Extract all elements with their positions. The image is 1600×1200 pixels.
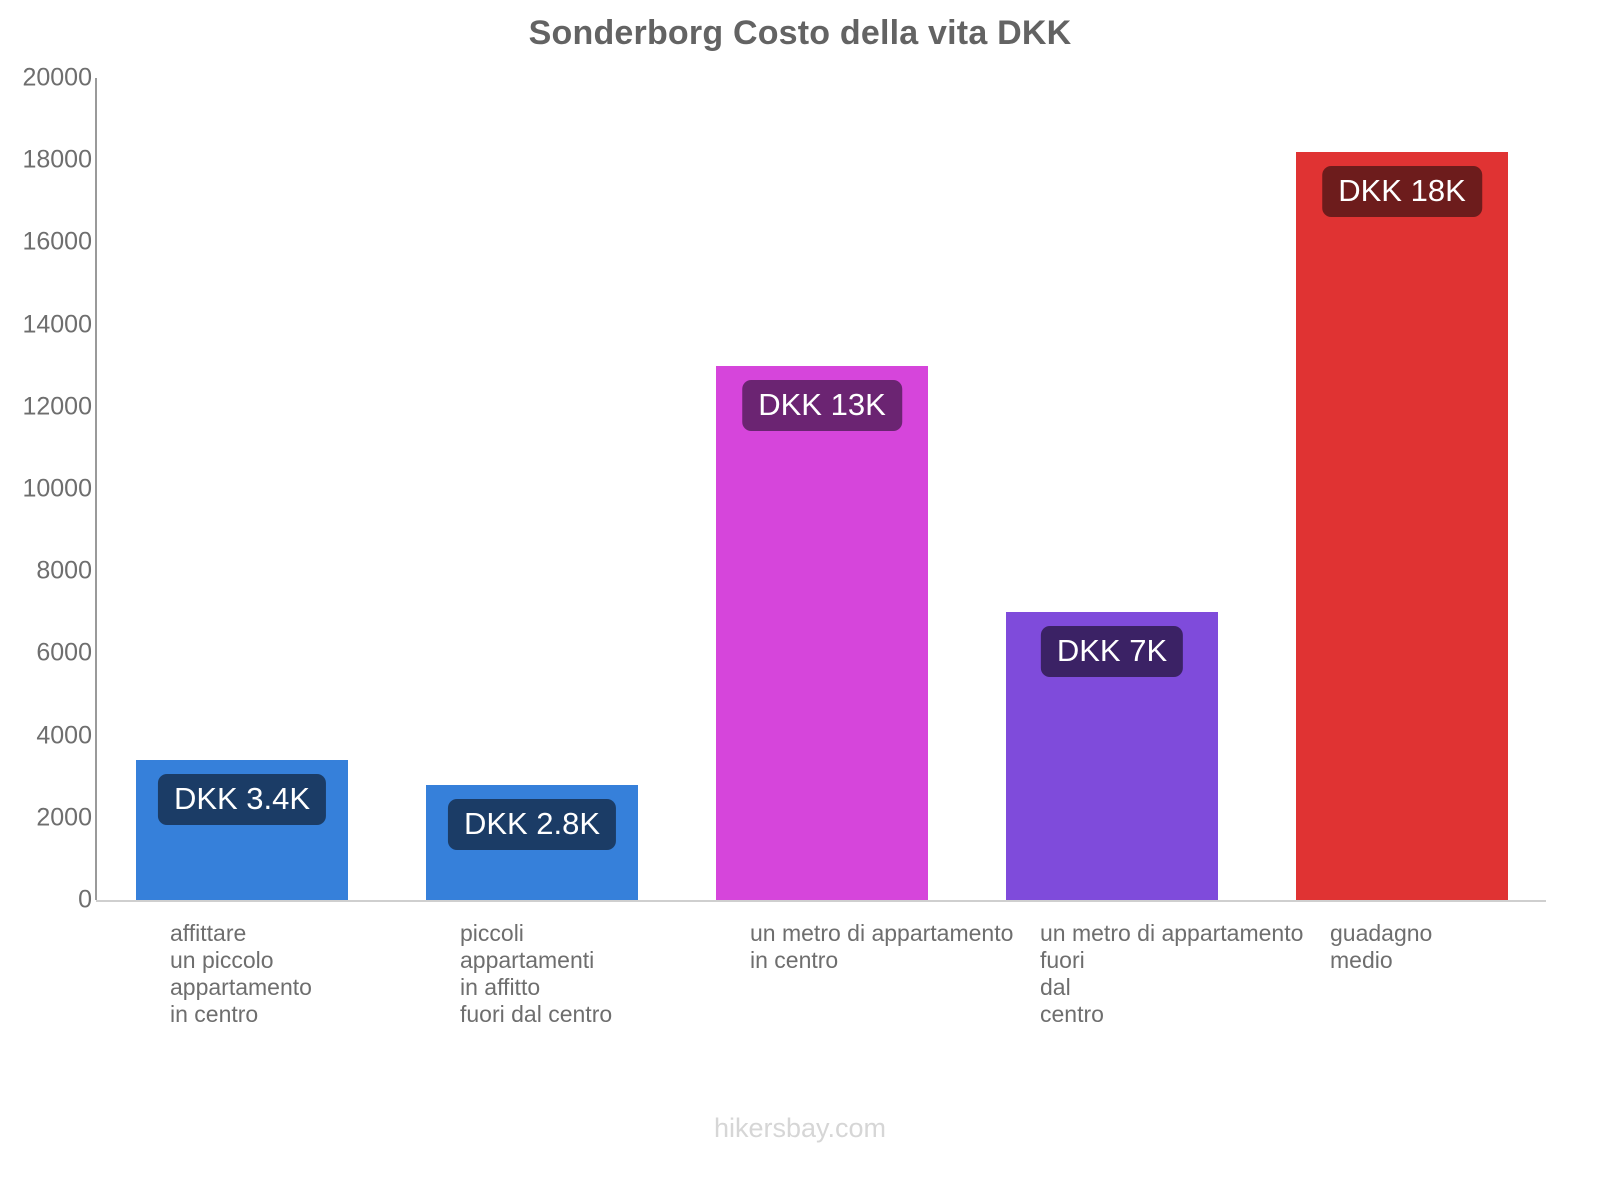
y-axis-tick-label: 6000 (36, 638, 92, 667)
bar-value-label: DKK 18K (1322, 165, 1482, 217)
y-axis-tick-label: 2000 (36, 803, 92, 832)
y-axis-tick-label: 20000 (22, 63, 92, 92)
bar-value-label: DKK 3.4K (157, 774, 327, 826)
y-axis: 20000 18000 16000 14000 12000 10000 8000 6000 40… (0, 0, 92, 1200)
x-axis-category-label: un metro di appartamento fuori dal centr… (1040, 920, 1304, 1028)
bar-value-label: DKK 13K (742, 379, 902, 431)
x-axis-line (96, 900, 1546, 902)
y-axis-tick-label: 12000 (22, 392, 92, 421)
bar-rect (1296, 151, 1508, 900)
bar[interactable] (716, 365, 928, 900)
y-axis-tick-label: 16000 (22, 227, 92, 256)
y-axis-tick-label: 8000 (36, 556, 92, 585)
y-axis-tick-label: 10000 (22, 474, 92, 503)
bar-value-label: DKK 7K (1040, 626, 1184, 678)
chart-title: Sonderborg Costo della vita DKK (528, 14, 1072, 52)
bar-rect (716, 365, 928, 900)
y-axis-tick-label: 0 (78, 885, 92, 914)
x-axis-category-label: guadagno medio (1330, 920, 1433, 974)
bar[interactable] (1296, 151, 1508, 900)
source-watermark: hikersbay.com (713, 1113, 887, 1143)
x-axis-category-label: piccoli appartamenti in affitto fuori da… (460, 920, 613, 1028)
x-axis-category-label: un metro di appartamento in centro (750, 920, 1014, 974)
x-axis-category-label: affittare un piccolo appartamento in cen… (170, 920, 312, 1028)
y-axis-line (95, 78, 97, 900)
y-axis-tick-label: 14000 (22, 310, 92, 339)
bar-value-label: DKK 2.8K (447, 798, 617, 850)
y-axis-tick-label: 4000 (36, 721, 92, 750)
y-axis-tick-label: 18000 (22, 145, 92, 174)
